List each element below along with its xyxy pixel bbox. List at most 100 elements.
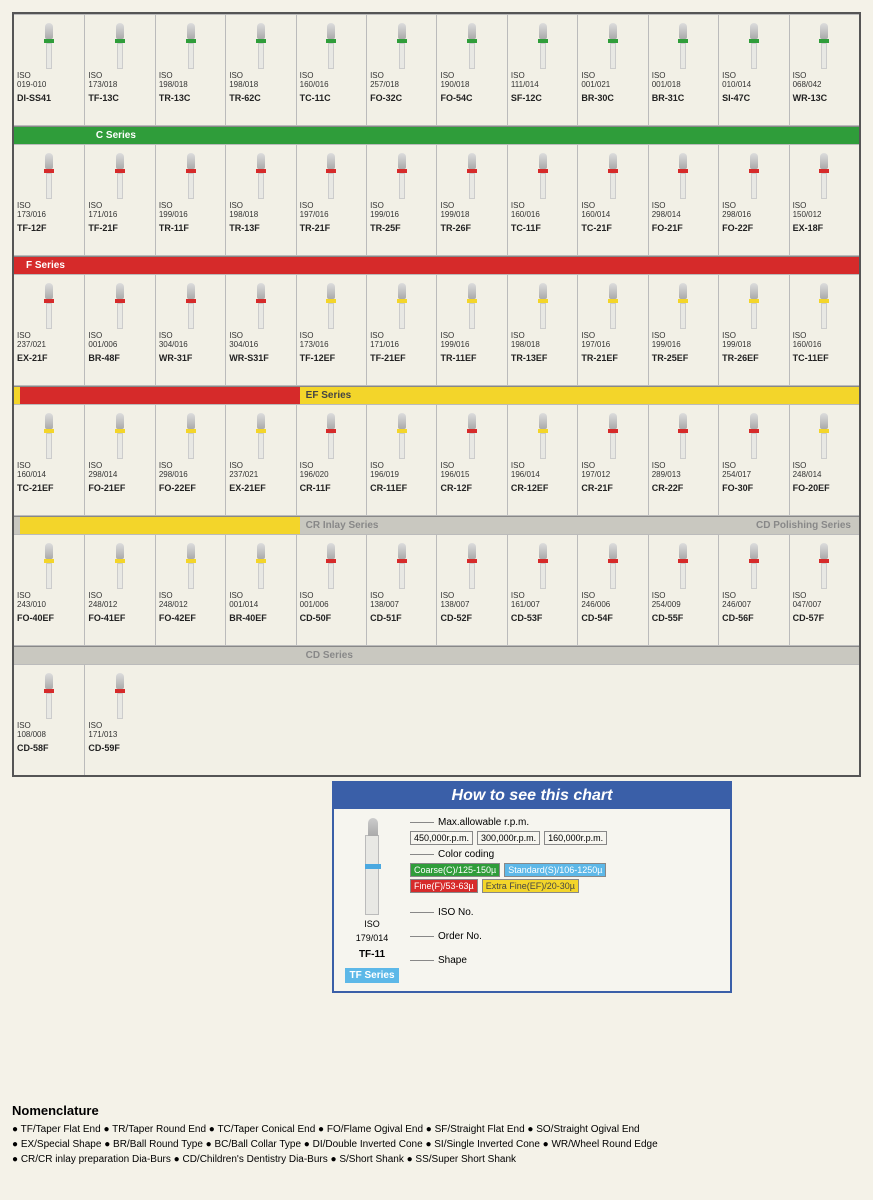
bur-icon: [397, 283, 407, 329]
iso-number: 173/016: [300, 340, 329, 350]
bur-cell: ISO 198/018 TR-13EF: [507, 275, 577, 385]
bur-icon: [819, 23, 829, 69]
series-banner: CR Inlay SeriesCD Polishing Series: [14, 516, 859, 534]
bur-cell: ISO 197/012 CR-21F: [577, 405, 647, 515]
iso-prefix: ISO: [722, 202, 736, 210]
order-number: EX-21EF: [229, 483, 266, 493]
iso-number: 001/006: [300, 600, 329, 610]
bur-cell: ISO 199/016 TR-11EF: [436, 275, 506, 385]
iso-number: 138/007: [370, 600, 399, 610]
bur-cell: ISO 199/018 TR-26F: [436, 145, 506, 255]
order-number: CR-21F: [581, 483, 613, 493]
bur-cell: ISO 248/012 FO-41EF: [84, 535, 154, 645]
iso-prefix: ISO: [88, 202, 102, 210]
bur-icon: [538, 543, 548, 589]
iso-number: 019-010: [17, 80, 46, 90]
order-number: BR-30C: [581, 93, 614, 103]
iso-number: 160/016: [511, 210, 540, 220]
iso-number: 198/018: [511, 340, 540, 350]
iso-prefix: ISO: [17, 592, 31, 600]
iso-number: 010/014: [722, 80, 751, 90]
bur-cell: ISO 304/016 WR-31F: [155, 275, 225, 385]
bur-icon: [256, 413, 266, 459]
iso-number: 197/016: [300, 210, 329, 220]
order-number: TR-13F: [229, 223, 260, 233]
nomenclature-title: Nomenclature: [12, 1103, 861, 1118]
order-number: BR-48F: [88, 353, 120, 363]
bur-cell: ISO 160/016 TC-11C: [296, 15, 366, 125]
bur-cell: ISO 196/014 CR-12EF: [507, 405, 577, 515]
bur-cell: ISO 289/013 CR-22F: [648, 405, 718, 515]
iso-prefix: ISO: [159, 332, 173, 340]
rpm-value: 450,000r.p.m.: [410, 831, 473, 845]
series-banner: C Series: [14, 126, 859, 144]
bur-cell: ISO 196/020 CR-11F: [296, 405, 366, 515]
iso-prefix: ISO: [511, 332, 525, 340]
bur-icon: [749, 153, 759, 199]
howto-iso-label: ISO: [364, 919, 380, 929]
order-number: TF-13C: [88, 93, 119, 103]
bur-cell: ISO 171/016 TF-21F: [84, 145, 154, 255]
bur-icon: [467, 153, 477, 199]
iso-number: 150/012: [793, 210, 822, 220]
order-number: TC-21EF: [17, 483, 54, 493]
iso-number: 254/009: [652, 600, 681, 610]
order-number: CD-50F: [300, 613, 332, 623]
iso-prefix: ISO: [652, 332, 666, 340]
bur-cell: ISO 173/018 TF-13C: [84, 15, 154, 125]
order-number: EX-18F: [793, 223, 824, 233]
iso-prefix: ISO: [581, 332, 595, 340]
series-label: CD Series: [300, 650, 353, 661]
order-number: BR-40EF: [229, 613, 267, 623]
bur-cell: ISO 198/018 TR-13C: [155, 15, 225, 125]
order-number: TR-21EF: [581, 353, 618, 363]
order-number: FO-21F: [652, 223, 683, 233]
order-number: FO-54C: [440, 93, 472, 103]
order-number: CD-58F: [17, 743, 49, 753]
order-number: TR-62C: [229, 93, 261, 103]
order-number: FO-20EF: [793, 483, 830, 493]
bur-cell: ISO 254/009 CD-55F: [648, 535, 718, 645]
bur-cell: ISO 001/006 BR-48F: [84, 275, 154, 385]
bur-icon: [749, 413, 759, 459]
iso-prefix: ISO: [88, 722, 102, 730]
iso-number: 197/012: [581, 470, 610, 480]
iso-prefix: ISO: [300, 332, 314, 340]
iso-number: 047/007: [793, 600, 822, 610]
bur-cell: ISO 150/012 EX-18F: [789, 145, 859, 255]
howto-rpm-label: Max.allowable r.p.m.: [438, 817, 529, 828]
iso-number: 298/016: [722, 210, 751, 220]
bur-cell: ISO 068/042 WR-13C: [789, 15, 859, 125]
bur-icon: [115, 153, 125, 199]
iso-number: 246/006: [581, 600, 610, 610]
howto-color-label: Color coding: [438, 849, 494, 860]
bur-icon: [678, 283, 688, 329]
order-number: FO-22F: [722, 223, 753, 233]
nomenclature-line: ● TF/Taper Flat End ● TR/Taper Round End…: [12, 1122, 861, 1137]
iso-prefix: ISO: [229, 592, 243, 600]
series-banner: F Series: [14, 256, 859, 274]
iso-number: 138/007: [440, 600, 469, 610]
iso-number: 237/021: [17, 340, 46, 350]
order-number: FO-32C: [370, 93, 402, 103]
bur-cell: ISO 138/007 CD-51F: [366, 535, 436, 645]
order-number: TR-25F: [370, 223, 401, 233]
iso-prefix: ISO: [581, 462, 595, 470]
bur-icon: [186, 283, 196, 329]
bur-cell: ISO 001/014 BR-40EF: [225, 535, 295, 645]
iso-number: 161/007: [511, 600, 540, 610]
bur-cell: ISO 197/016 TR-21F: [296, 145, 366, 255]
bur-icon: [186, 413, 196, 459]
iso-number: 196/019: [370, 470, 399, 480]
bur-cell: ISO 047/007 CD-57F: [789, 535, 859, 645]
iso-number: 248/012: [159, 600, 188, 610]
iso-prefix: ISO: [581, 592, 595, 600]
order-number: CD-59F: [88, 743, 120, 753]
order-number: TR-26F: [440, 223, 471, 233]
howto-panel: How to see this chart ISO 179/014 TF-11 …: [332, 781, 732, 993]
bur-icon: [538, 153, 548, 199]
bur-cell: ISO 237/021 EX-21F: [14, 275, 84, 385]
iso-prefix: ISO: [722, 592, 736, 600]
order-number: TF-21F: [88, 223, 118, 233]
iso-prefix: ISO: [581, 72, 595, 80]
